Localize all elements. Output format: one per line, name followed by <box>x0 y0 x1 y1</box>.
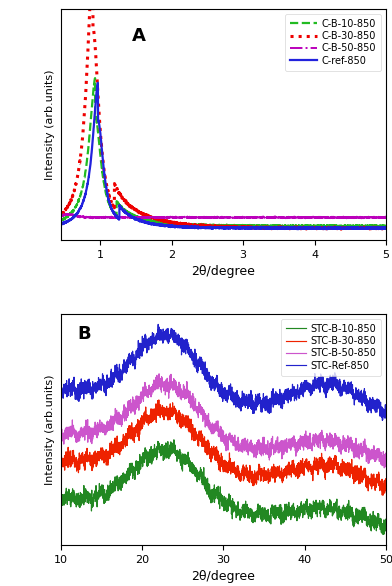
C-B-50-850 <box>115 214 120 221</box>
X-axis label: 2θ/degree: 2θ/degree <box>192 265 255 278</box>
STC-B-30-850 <box>343 467 347 474</box>
STC-B-10-850 <box>198 468 202 475</box>
STC-Ref-850 <box>377 401 382 408</box>
C-B-30-850 <box>183 221 188 228</box>
STC-Ref-850 <box>380 417 385 424</box>
C-B-30-850 <box>377 224 382 231</box>
STC-B-30-850 <box>198 432 202 440</box>
STC-B-10-850 <box>58 488 63 495</box>
Line: STC-B-30-850: STC-B-30-850 <box>61 400 386 495</box>
C-B-10-850 <box>58 217 63 224</box>
C-B-10-850 <box>183 221 188 228</box>
Legend: C-B-10-850, C-B-30-850, C-B-50-850, C-ref-850: C-B-10-850, C-B-30-850, C-B-50-850, C-re… <box>285 13 381 71</box>
STC-Ref-850 <box>156 321 161 328</box>
STC-B-50-850 <box>96 430 100 437</box>
STC-Ref-850 <box>58 390 63 397</box>
C-B-50-850 <box>68 210 73 217</box>
STC-B-10-850 <box>384 527 388 534</box>
STC-B-30-850 <box>377 481 382 488</box>
STC-Ref-850 <box>198 358 202 365</box>
X-axis label: 2θ/degree: 2θ/degree <box>192 570 255 583</box>
C-B-10-850 <box>343 223 347 230</box>
Line: C-B-50-850: C-B-50-850 <box>61 214 386 219</box>
C-B-30-850 <box>96 91 100 98</box>
Y-axis label: Intensity (arb.units): Intensity (arb.units) <box>45 69 55 179</box>
STC-B-50-850 <box>115 417 120 424</box>
Legend: STC-B-10-850, STC-B-30-850, STC-B-50-850, STC-Ref-850: STC-B-10-850, STC-B-30-850, STC-B-50-850… <box>281 319 381 376</box>
C-ref-850 <box>198 224 202 231</box>
C-ref-850 <box>96 79 100 86</box>
C-B-50-850 <box>183 214 188 222</box>
C-ref-850 <box>384 225 388 232</box>
C-B-30-850 <box>198 223 202 230</box>
C-B-50-850 <box>96 214 100 221</box>
STC-Ref-850 <box>115 371 120 378</box>
STC-B-30-850 <box>381 492 385 499</box>
Line: C-ref-850: C-ref-850 <box>61 83 386 229</box>
C-B-50-850 <box>377 213 382 220</box>
C-B-30-850 <box>384 224 388 231</box>
Text: B: B <box>77 325 91 343</box>
STC-B-30-850 <box>156 396 161 403</box>
STC-B-10-850 <box>377 516 382 523</box>
C-ref-850 <box>343 225 347 232</box>
STC-Ref-850 <box>384 408 388 415</box>
STC-Ref-850 <box>343 381 347 389</box>
STC-B-30-850 <box>96 452 100 459</box>
STC-B-30-850 <box>115 432 120 440</box>
STC-B-50-850 <box>377 454 382 461</box>
C-B-50-850 <box>187 215 192 222</box>
Line: STC-Ref-850: STC-Ref-850 <box>61 325 386 420</box>
C-B-10-850 <box>384 222 388 229</box>
C-ref-850 <box>96 117 100 124</box>
STC-B-10-850 <box>172 436 176 443</box>
C-B-10-850 <box>115 200 120 207</box>
STC-B-30-850 <box>58 451 63 458</box>
STC-B-50-850 <box>157 370 162 377</box>
C-B-10-850 <box>377 223 382 230</box>
C-ref-850 <box>295 226 299 233</box>
STC-Ref-850 <box>96 379 100 386</box>
Text: A: A <box>132 28 146 45</box>
STC-B-10-850 <box>343 506 347 513</box>
C-B-10-850 <box>198 222 202 229</box>
STC-B-30-850 <box>384 483 388 490</box>
STC-B-10-850 <box>381 531 386 538</box>
STC-B-50-850 <box>382 464 387 471</box>
C-B-50-850 <box>384 214 388 221</box>
C-ref-850 <box>58 219 63 226</box>
STC-B-50-850 <box>183 391 188 398</box>
Y-axis label: Intensity (arb.units): Intensity (arb.units) <box>45 374 55 485</box>
C-B-10-850 <box>96 128 100 135</box>
STC-B-50-850 <box>384 459 388 466</box>
C-B-50-850 <box>198 214 202 222</box>
C-B-50-850 <box>343 213 347 220</box>
Line: C-B-30-850: C-B-30-850 <box>61 0 386 229</box>
C-B-30-850 <box>343 224 347 231</box>
C-B-10-850 <box>93 74 97 81</box>
C-B-30-850 <box>115 186 120 193</box>
STC-B-10-850 <box>115 472 120 479</box>
Line: STC-B-50-850: STC-B-50-850 <box>61 374 386 468</box>
STC-B-50-850 <box>198 407 202 414</box>
STC-B-10-850 <box>96 489 100 496</box>
STC-B-50-850 <box>58 434 63 441</box>
C-B-30-850 <box>339 226 343 233</box>
C-ref-850 <box>183 224 188 231</box>
Line: STC-B-10-850: STC-B-10-850 <box>61 440 386 534</box>
C-ref-850 <box>377 225 382 232</box>
C-B-50-850 <box>58 212 63 219</box>
C-B-10-850 <box>285 224 290 231</box>
C-B-30-850 <box>58 212 63 219</box>
C-ref-850 <box>115 214 120 222</box>
STC-Ref-850 <box>183 350 188 357</box>
STC-B-30-850 <box>183 422 188 429</box>
Line: C-B-10-850: C-B-10-850 <box>61 78 386 227</box>
STC-B-10-850 <box>183 456 188 464</box>
STC-B-50-850 <box>343 448 347 455</box>
